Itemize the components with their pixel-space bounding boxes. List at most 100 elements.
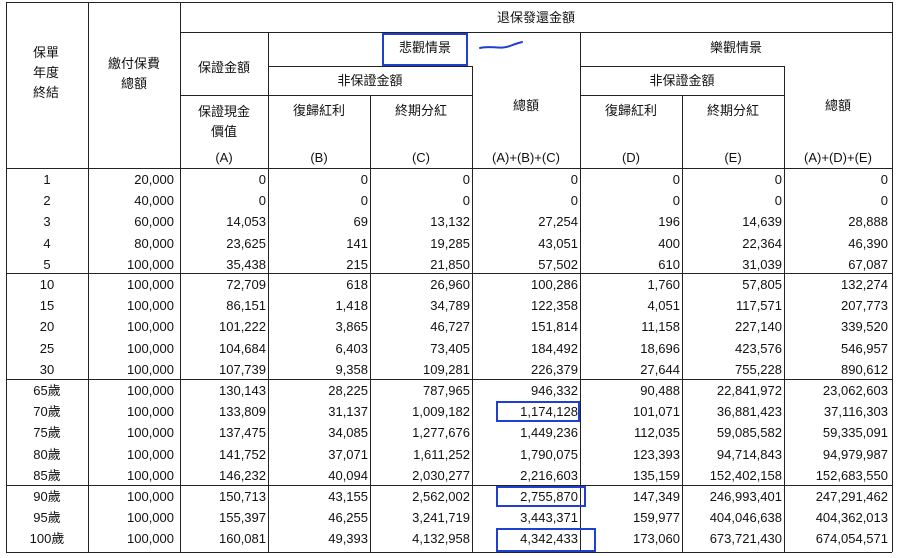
rule-v-1 [88, 2, 89, 552]
code-c: (C) [411, 150, 431, 165]
cell-term-div-pess: 13,132 [430, 214, 470, 230]
rule-header-2b [580, 66, 784, 67]
cell-rev-bonus-opt: 90,488 [640, 383, 680, 398]
cell-total-pess: 27,254 [538, 214, 578, 230]
cell-total-pess: 43,051 [538, 235, 578, 251]
header-pessimistic: 悲觀情景 [398, 40, 451, 55]
cell-premium: 80,000 [134, 235, 174, 251]
cell-term-div-opt: 22,841,972 [716, 383, 782, 398]
cell-cash-value: 0 [258, 172, 266, 187]
cell-cash-value: 86,151 [226, 298, 266, 314]
header-reversionary-bonus-pess: 復歸紅利 [292, 103, 345, 118]
cell-year: 100歲 [29, 531, 65, 547]
cell-year: 80歲 [33, 446, 61, 462]
cell-year: 3 [43, 214, 51, 230]
cell-cash-value: 155,397 [219, 510, 266, 526]
cell-premium: 100,000 [127, 383, 174, 398]
rule-group-1 [6, 273, 892, 274]
cell-rev-bonus-opt: 159,977 [633, 510, 680, 526]
cell-cash-value: 101,222 [219, 319, 266, 335]
cell-term-div-opt: 14,639 [742, 214, 782, 230]
cell-year: 90歲 [33, 489, 61, 504]
cell-term-div-opt: 404,046,638 [709, 510, 782, 526]
cell-year: 25 [39, 340, 55, 356]
header-terminal-dividend-opt: 終期分紅 [706, 103, 759, 118]
header-reversionary-bonus-opt: 復歸紅利 [604, 103, 657, 118]
cell-term-div-pess: 4,132,958 [412, 531, 470, 547]
cell-total-pess: 184,492 [531, 340, 578, 356]
rule-v-6 [580, 32, 581, 552]
cell-cash-value: 107,739 [219, 361, 266, 377]
cell-total-opt: 546,957 [841, 340, 888, 356]
cell-term-div-pess: 21,850 [430, 256, 470, 272]
rule-header-bottom [6, 168, 892, 169]
cell-total-opt: 339,520 [841, 319, 888, 335]
cell-cash-value: 137,475 [219, 425, 266, 441]
highlight-100-total [496, 528, 596, 552]
cell-premium: 60,000 [134, 214, 174, 230]
cell-term-div-opt: 423,576 [735, 340, 782, 356]
rule-v-2 [180, 2, 181, 552]
rule-header-1 [180, 32, 892, 33]
cell-year: 65歲 [33, 383, 61, 398]
cell-total-pess: 1,449,236 [520, 425, 578, 441]
cell-total-pess: 0 [570, 193, 578, 209]
rule-top [6, 2, 892, 3]
header-total-opt: 總額 [824, 98, 851, 113]
cell-premium: 100,000 [127, 531, 174, 547]
cell-cash-value: 104,684 [219, 340, 266, 356]
cell-premium: 100,000 [127, 489, 174, 504]
cell-term-div-opt: 227,140 [735, 319, 782, 335]
code-d: (D) [621, 150, 641, 165]
cell-total-opt: 207,773 [841, 298, 888, 314]
highlight-90-total [496, 486, 586, 507]
cell-term-div-pess: 34,789 [430, 298, 470, 314]
cell-rev-bonus-pess: 69 [353, 214, 368, 230]
cell-rev-bonus-pess: 46,255 [328, 510, 368, 526]
rule-v-0 [6, 2, 7, 552]
cell-total-opt: 132,274 [841, 277, 888, 292]
cell-total-opt: 59,335,091 [822, 425, 888, 441]
cell-term-div-pess: 73,405 [430, 340, 470, 356]
cell-cash-value: 72,709 [226, 277, 266, 292]
cell-total-opt: 37,116,303 [823, 404, 888, 420]
cell-term-div-opt: 0 [774, 193, 782, 209]
cell-rev-bonus-opt: 4,051 [647, 298, 680, 314]
cell-premium: 40,000 [134, 193, 174, 209]
cell-rev-bonus-pess: 37,071 [328, 446, 368, 462]
cell-total-opt: 28,888 [848, 214, 888, 230]
cell-term-div-opt: 0 [774, 172, 782, 187]
cell-term-div-opt: 152,402,158 [709, 467, 782, 483]
handwritten-mark [479, 41, 523, 49]
cell-premium: 100,000 [127, 361, 174, 377]
cell-term-div-pess: 787,965 [423, 383, 470, 398]
cell-rev-bonus-opt: 147,349 [633, 489, 680, 504]
cell-year: 15 [39, 298, 55, 314]
cell-premium: 100,000 [127, 425, 174, 441]
cell-term-div-pess: 1,009,182 [412, 404, 470, 420]
cell-year: 75歲 [33, 425, 61, 441]
cell-term-div-opt: 31,039 [742, 256, 782, 272]
cell-year: 85歲 [33, 467, 61, 483]
highlight-70-total [496, 401, 580, 422]
cell-year: 2 [43, 193, 51, 209]
cell-rev-bonus-opt: 112,035 [633, 425, 680, 441]
header-cash-value: 保證現金 價值 [197, 104, 250, 139]
header-optimistic: 樂觀情景 [709, 40, 762, 55]
cell-premium: 100,000 [127, 256, 174, 272]
header-guaranteed-amount: 保證金額 [197, 60, 250, 75]
header-total-pess: 總額 [512, 98, 539, 113]
cell-rev-bonus-pess: 3,865 [335, 319, 368, 335]
cell-total-pess: 946,332 [531, 383, 578, 398]
cell-rev-bonus-opt: 135,159 [633, 467, 680, 483]
cell-cash-value: 141,752 [219, 446, 266, 462]
cell-premium: 100,000 [127, 298, 174, 314]
cell-rev-bonus-pess: 0 [360, 193, 368, 209]
cell-cash-value: 23,625 [226, 235, 266, 251]
rule-v-7 [682, 95, 683, 552]
cell-premium: 100,000 [127, 404, 174, 420]
code-a: (A) [215, 150, 233, 165]
cell-term-div-pess: 109,281 [423, 361, 470, 377]
cell-year: 70歲 [33, 404, 61, 420]
cell-cash-value: 130,143 [219, 383, 266, 398]
